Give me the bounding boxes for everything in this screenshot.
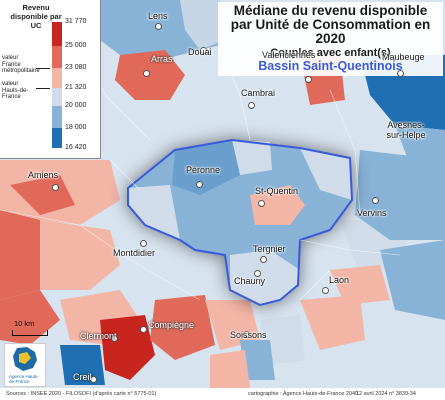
scale-bar xyxy=(12,330,48,336)
agency-logo: Agence Hauts-de-France xyxy=(4,343,46,387)
logo-text: Agence Hauts-de-France xyxy=(9,374,39,384)
scale-label: 10 km xyxy=(14,319,35,328)
legend-tick: 21 320 xyxy=(65,84,87,91)
legend-class-1 xyxy=(52,22,62,46)
legend-class-4 xyxy=(52,88,62,106)
legend-note-france: valeur France métropolitaine xyxy=(2,55,40,74)
legend-title: Revenu disponible par UC xyxy=(10,3,62,30)
legend-note-hdf: valeur Hauts-de-France xyxy=(2,81,29,100)
legend-arrow-france xyxy=(36,68,50,69)
legend: Revenu disponible par UC 31 770 25 000 2… xyxy=(0,0,101,159)
place-label-lens: Lens xyxy=(148,11,168,21)
legend-class-6 xyxy=(52,128,62,148)
place-label-montdidier: Montdidier xyxy=(113,248,156,258)
place-label-vervins: Vervins xyxy=(357,208,387,218)
footer: Sources : INSEE 2020 - FILOSOFI (d'après… xyxy=(0,388,445,400)
place-label-laon: Laon xyxy=(329,275,350,285)
place-label-cambrai: Cambrai xyxy=(241,88,276,98)
place-dot xyxy=(322,287,329,294)
place-dot xyxy=(260,256,267,263)
place-label-compiegne: Compiègne xyxy=(148,320,195,330)
basin-outline xyxy=(127,138,354,307)
place-label-amiens: Amiens xyxy=(28,170,59,180)
legend-class-2 xyxy=(52,46,62,68)
place-dot xyxy=(143,70,150,77)
map-title-box: Médiane du revenu disponible par Unité d… xyxy=(218,2,443,76)
place-dot xyxy=(196,181,203,188)
legend-tick: 18 000 xyxy=(65,124,87,131)
place-dot xyxy=(372,197,379,204)
place-label-valenciennes: Valenciennes xyxy=(262,50,316,60)
place-label-maubeuge: Maubeuge xyxy=(382,52,425,62)
place-label-st-quentin: St-Quentin xyxy=(255,186,299,196)
place-label-avesnes: Avesnes-sur-Helpe xyxy=(386,120,426,140)
place-dot xyxy=(398,122,405,129)
place-dot xyxy=(248,102,255,109)
place-dot xyxy=(155,23,162,30)
legend-tick: 25 000 xyxy=(65,42,87,49)
legend-arrow-hdf xyxy=(36,88,50,89)
footer-date: 12 avril 2024 n° 3839-34 xyxy=(356,391,416,397)
place-dot xyxy=(111,335,118,342)
legend-tick: 16 420 xyxy=(65,144,87,151)
place-dot xyxy=(90,376,97,383)
basin-area xyxy=(128,140,352,305)
place-dot xyxy=(140,240,147,247)
place-label-douai: Douai xyxy=(188,47,212,57)
place-dot xyxy=(140,326,147,333)
legend-tick: 31 770 xyxy=(65,18,87,25)
legend-tick: 20 000 xyxy=(65,102,87,109)
place-dot xyxy=(52,184,59,191)
legend-class-5 xyxy=(52,106,62,128)
map-subtitle: Couples avec enfant(s) xyxy=(270,47,391,59)
place-label-clermont: Clermont xyxy=(80,331,117,341)
place-label-creil: Creil xyxy=(73,372,92,382)
place-dot xyxy=(305,76,312,83)
place-dot xyxy=(397,70,404,77)
place-label-soissons: Soissons xyxy=(230,330,267,340)
map-title-line1: Médiane du revenu disponible xyxy=(233,3,428,18)
map-area-name: Bassin Saint-Quentinois xyxy=(258,59,403,73)
place-dot xyxy=(243,331,250,338)
place-label-tergnier: Tergnier xyxy=(253,244,286,254)
place-dot xyxy=(254,270,261,277)
footer-credit: cartographie : Agence Hauts-de-France 20… xyxy=(248,391,359,397)
map-title-line2: par Unité de Consommation en 2020 xyxy=(230,17,431,46)
place-label-arras: Arras xyxy=(151,54,173,64)
place-label-chauny: Chauny xyxy=(234,276,266,286)
place-dot xyxy=(200,47,207,54)
legend-class-3 xyxy=(52,68,62,88)
place-dot xyxy=(258,200,265,207)
legend-tick: 23 080 xyxy=(65,64,87,71)
footer-sources: Sources : INSEE 2020 - FILOSOFI (d'après… xyxy=(6,391,157,397)
place-label-peronne: Péronne xyxy=(186,165,221,175)
france-map-icon xyxy=(13,347,37,371)
